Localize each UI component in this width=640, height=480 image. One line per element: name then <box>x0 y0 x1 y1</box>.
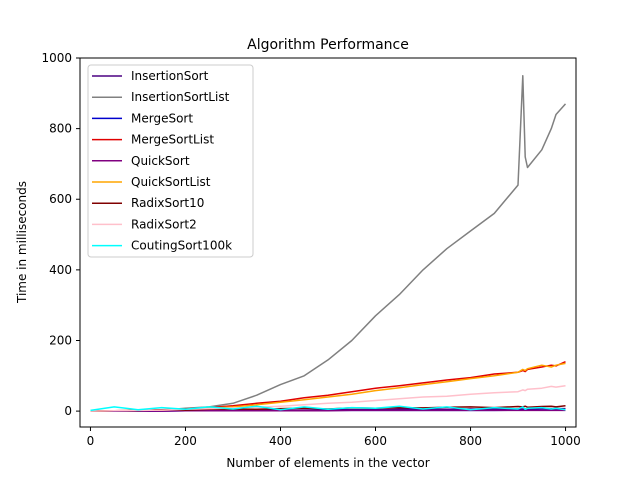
legend-entry: RadixSort2 <box>131 217 197 231</box>
series-line-quicksort <box>90 409 566 412</box>
legend-entry: CoutingSort100k <box>131 239 232 253</box>
legend-box <box>87 64 254 258</box>
x-axis-label: Number of elements in the vector <box>226 456 429 470</box>
legend-entry: MergeSortList <box>131 133 214 147</box>
x-tick-label: 1000 <box>550 434 581 448</box>
plot-lines <box>90 74 567 412</box>
x-tick-label: 800 <box>459 434 482 448</box>
y-tick-label: 1000 <box>41 51 72 65</box>
y-axis-ticks: 0 200 400 600 800 1000 <box>41 51 80 418</box>
x-tick-label: 600 <box>364 434 387 448</box>
plot-frame <box>79 57 577 428</box>
legend: InsertionSort InsertionSortList MergeSort M… <box>87 64 254 258</box>
legend-entry: RadixSort10 <box>131 196 204 210</box>
series-line-coutingsort100k <box>90 405 566 412</box>
y-tick-label: 200 <box>49 333 72 347</box>
y-tick-label: 400 <box>49 263 72 277</box>
legend-entry: InsertionSort <box>131 69 209 83</box>
legend-entry: InsertionSortList <box>131 90 230 104</box>
y-axis-label: Time in milliseconds <box>15 181 29 304</box>
y-tick-label: 0 <box>64 404 72 418</box>
x-tick-label: 0 <box>87 434 95 448</box>
x-tick-label: 200 <box>174 434 197 448</box>
legend-entry: MergeSort <box>131 111 193 125</box>
x-tick-label: 400 <box>269 434 292 448</box>
y-tick-label: 600 <box>49 192 72 206</box>
legend-entry: QuickSort <box>131 154 190 168</box>
legend-entry: QuickSortList <box>131 175 211 189</box>
y-tick-label: 800 <box>49 122 72 136</box>
chart-title: Algorithm Performance <box>247 37 409 53</box>
x-axis-ticks: 0 200 400 600 800 1000 <box>87 427 581 448</box>
